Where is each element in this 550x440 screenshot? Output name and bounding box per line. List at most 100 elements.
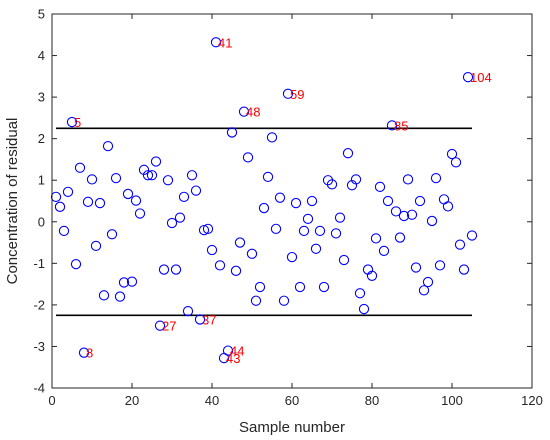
data-point [282,88,294,99]
data-point [182,305,194,317]
data-point [270,223,282,234]
data-point [122,188,134,200]
data-point [378,245,390,257]
data-point [142,170,154,181]
data-point [418,285,430,296]
y-tick-label: 4 [38,48,45,63]
data-point [350,174,362,185]
data-point [354,288,366,299]
data-point [314,225,326,237]
data-point [58,225,70,237]
data-point [50,191,62,202]
data-point [430,172,442,184]
threshold-lines [56,127,472,317]
data-point [178,191,190,202]
data-point [266,132,278,143]
data-point [186,170,198,181]
data-point [318,281,330,293]
data-point [230,265,242,276]
data-point [54,201,66,212]
data-point [170,264,182,275]
data-point [298,225,310,237]
x-tick-label: 100 [441,393,463,408]
data-point [234,237,246,248]
data-point [90,240,102,252]
point-label: 41 [218,35,232,50]
data-point [382,195,394,207]
data-point [398,210,410,222]
data-point [102,140,114,152]
data-point [358,303,370,315]
data-point [242,152,254,163]
x-tick-label: 80 [365,393,379,408]
x-axis-title: Sample number [239,419,345,436]
data-point [294,281,306,293]
x-tick-label: 120 [521,393,543,408]
point-label: 5 [74,115,81,130]
data-point [202,223,214,234]
data-point [446,148,458,160]
data-point [334,212,346,223]
point-label: 59 [290,87,304,102]
data-point [250,295,262,306]
data-point [226,127,238,138]
data-point [326,179,338,190]
point-label: 43 [226,351,240,366]
data-point [210,37,222,48]
data-point [262,171,274,183]
y-axis: -4 -3 -2 -1 0 1 2 3 4 5 [33,7,532,396]
data-point [126,276,138,287]
point-label: 27 [162,319,176,334]
data-point [422,276,434,288]
data-point [258,202,270,214]
data-point [390,206,402,217]
data-point [458,264,470,275]
data-point [194,314,206,325]
y-tick-label: -1 [33,256,45,271]
data-point [454,239,466,250]
data-point [62,186,74,198]
data-point [130,195,142,206]
data-point [434,260,446,271]
data-point [462,72,474,83]
data-point [138,164,150,175]
point-label: 48 [246,105,260,120]
data-point [410,262,422,273]
x-tick-label: 0 [48,393,55,408]
data-point [402,174,414,185]
data-point [166,217,178,229]
data-point [274,192,286,203]
data-point [238,106,250,117]
data-point [290,197,302,209]
data-point [246,248,258,259]
y-tick-label: 0 [38,214,45,229]
point-label: 37 [202,312,216,327]
point-label: 85 [394,118,408,133]
data-point [370,233,382,244]
data-point [86,174,98,185]
data-point [70,259,82,270]
data-point [206,244,218,256]
data-points [50,37,478,364]
data-point [406,209,418,220]
data-point [442,201,454,212]
data-point [82,196,94,207]
data-point [158,264,170,275]
x-tick-label: 60 [285,393,299,408]
y-tick-label: 2 [38,131,45,146]
data-point [78,347,90,358]
data-point [134,208,146,219]
data-point [386,120,398,131]
data-point [154,320,166,331]
data-point [466,230,478,241]
data-point [450,157,462,168]
data-point [94,197,106,209]
data-point [330,228,342,239]
data-point [374,181,386,193]
point-label: 44 [230,344,244,359]
data-point [114,291,126,302]
y-tick-label: 3 [38,90,45,105]
data-point [338,254,350,266]
data-point [118,277,130,288]
